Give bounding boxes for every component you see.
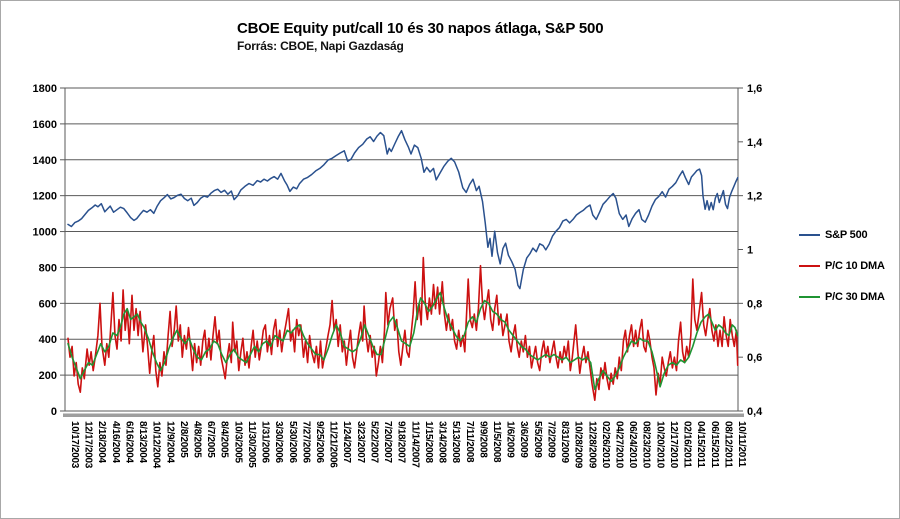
svg-text:06/24/2010: 06/24/2010 [627,421,638,469]
svg-text:8/4/2005: 8/4/2005 [219,421,230,458]
svg-text:2/18/2004: 2/18/2004 [96,421,107,464]
legend-item-s-p-500: S&P 500 [799,227,885,243]
svg-text:04/27/2010: 04/27/2010 [613,421,624,469]
svg-text:1,6: 1,6 [747,83,762,95]
svg-text:5/13/2008: 5/13/2008 [450,421,461,464]
y-axis-left-labels: 1800 1600 1400 1200 1000 800 600 400 200 0 [33,83,57,418]
svg-text:11/30/2005: 11/30/2005 [246,421,257,468]
svg-text:7/11/2008: 7/11/2008 [464,421,475,463]
svg-text:10/11/2011: 10/11/2011 [736,421,747,468]
legend: S&P 500 P/C 10 DMA P/C 30 DMA [799,227,885,320]
svg-text:3/30/2006: 3/30/2006 [273,421,284,464]
svg-text:4/16/2004: 4/16/2004 [110,421,121,464]
svg-text:0,4: 0,4 [747,406,763,418]
svg-text:4/8/2005: 4/8/2005 [192,421,203,458]
svg-text:1600: 1600 [33,119,57,131]
series-p-c-30-dma [67,291,739,391]
svg-text:11/14/2007: 11/14/2007 [409,421,420,468]
legend-line-swatch [799,296,820,298]
svg-text:1,2: 1,2 [747,191,762,203]
svg-text:10/20/2010: 10/20/2010 [654,421,665,469]
series-p-c-10-dma [67,256,739,402]
axis-tick-marks [60,87,743,412]
svg-text:6/16/2004: 6/16/2004 [123,421,134,464]
svg-text:12/17/2010: 12/17/2010 [668,421,679,469]
svg-text:9/9/2008: 9/9/2008 [477,421,488,458]
svg-text:0: 0 [51,406,57,418]
chart-title: CBOE Equity put/call 10 és 30 napos átla… [237,20,604,37]
svg-text:6/7/2005: 6/7/2005 [205,421,216,458]
svg-text:1: 1 [747,245,753,257]
svg-text:10/12/2004: 10/12/2004 [151,421,162,469]
svg-text:12/9/2004: 12/9/2004 [164,421,175,464]
svg-text:04/15/2011: 04/15/2011 [695,421,706,468]
svg-text:9/18/2007: 9/18/2007 [396,421,407,464]
svg-text:02/26/2010: 02/26/2010 [600,421,611,469]
x-axis-shadow-bar [63,413,744,417]
svg-text:8/31/2009: 8/31/2009 [559,421,570,464]
x-axis-labels: 10/17/2003 12/17/2003 2/18/2004 4/16/2004 6/… [69,421,747,469]
svg-text:7/20/2007: 7/20/2007 [382,421,393,464]
svg-text:1200: 1200 [33,191,57,203]
svg-text:9/25/2006: 9/25/2006 [314,421,325,464]
svg-text:0,8: 0,8 [747,298,762,310]
svg-text:3/6/2009: 3/6/2009 [518,421,529,458]
svg-text:3/14/2008: 3/14/2008 [437,421,448,464]
svg-text:11/5/2008: 11/5/2008 [491,421,502,463]
svg-text:600: 600 [39,298,57,310]
svg-text:2/8/2005: 2/8/2005 [178,421,189,458]
svg-text:12/28/2009: 12/28/2009 [586,421,597,469]
svg-text:1/15/2008: 1/15/2008 [423,421,434,464]
legend-label: P/C 10 DMA [825,260,885,272]
svg-text:12/17/2003: 12/17/2003 [83,421,94,469]
svg-text:200: 200 [39,370,57,382]
svg-text:02/16/2011: 02/16/2011 [682,421,693,468]
chart-subtitle: Forrás: CBOE, Napi Gazdaság [237,39,404,53]
svg-text:11/21/2006: 11/21/2006 [328,421,339,468]
legend-line-swatch [799,234,820,236]
svg-text:10/28/2009: 10/28/2009 [573,421,584,469]
svg-text:1000: 1000 [33,227,57,239]
y-axis-right-labels: 1,6 1,4 1,2 1 0,8 0,6 0,4 [747,83,763,418]
legend-item-p-c-10-dma: P/C 10 DMA [799,258,885,274]
svg-text:08/12/2011: 08/12/2011 [722,421,733,468]
svg-text:1400: 1400 [33,155,57,167]
svg-text:7/2/2009: 7/2/2009 [545,421,556,458]
svg-text:800: 800 [39,262,57,274]
svg-text:5/30/2006: 5/30/2006 [287,421,298,464]
svg-text:1/31/2006: 1/31/2006 [260,421,271,464]
svg-text:3/23/2007: 3/23/2007 [355,421,366,464]
svg-text:1,4: 1,4 [747,137,763,149]
svg-text:10/3/2005: 10/3/2005 [232,421,243,464]
legend-label: P/C 30 DMA [825,291,885,303]
legend-item-p-c-30-dma: P/C 30 DMA [799,289,885,305]
svg-text:400: 400 [39,334,57,346]
svg-text:08/23/2010: 08/23/2010 [641,421,652,469]
svg-text:5/5/2009: 5/5/2009 [532,421,543,458]
svg-text:0,6: 0,6 [747,352,762,364]
svg-text:06/15/2011: 06/15/2011 [709,421,720,468]
svg-text:1/6/2009: 1/6/2009 [505,421,516,458]
svg-text:8/13/2004: 8/13/2004 [137,421,148,464]
svg-text:7/27/2006: 7/27/2006 [300,421,311,464]
series-s-p-500 [67,129,739,290]
svg-text:5/22/2007: 5/22/2007 [368,421,379,464]
legend-line-swatch [799,265,820,267]
legend-label: S&P 500 [825,229,868,241]
svg-text:1/24/2007: 1/24/2007 [341,421,352,464]
svg-text:1800: 1800 [33,83,57,95]
svg-text:10/17/2003: 10/17/2003 [69,421,80,469]
